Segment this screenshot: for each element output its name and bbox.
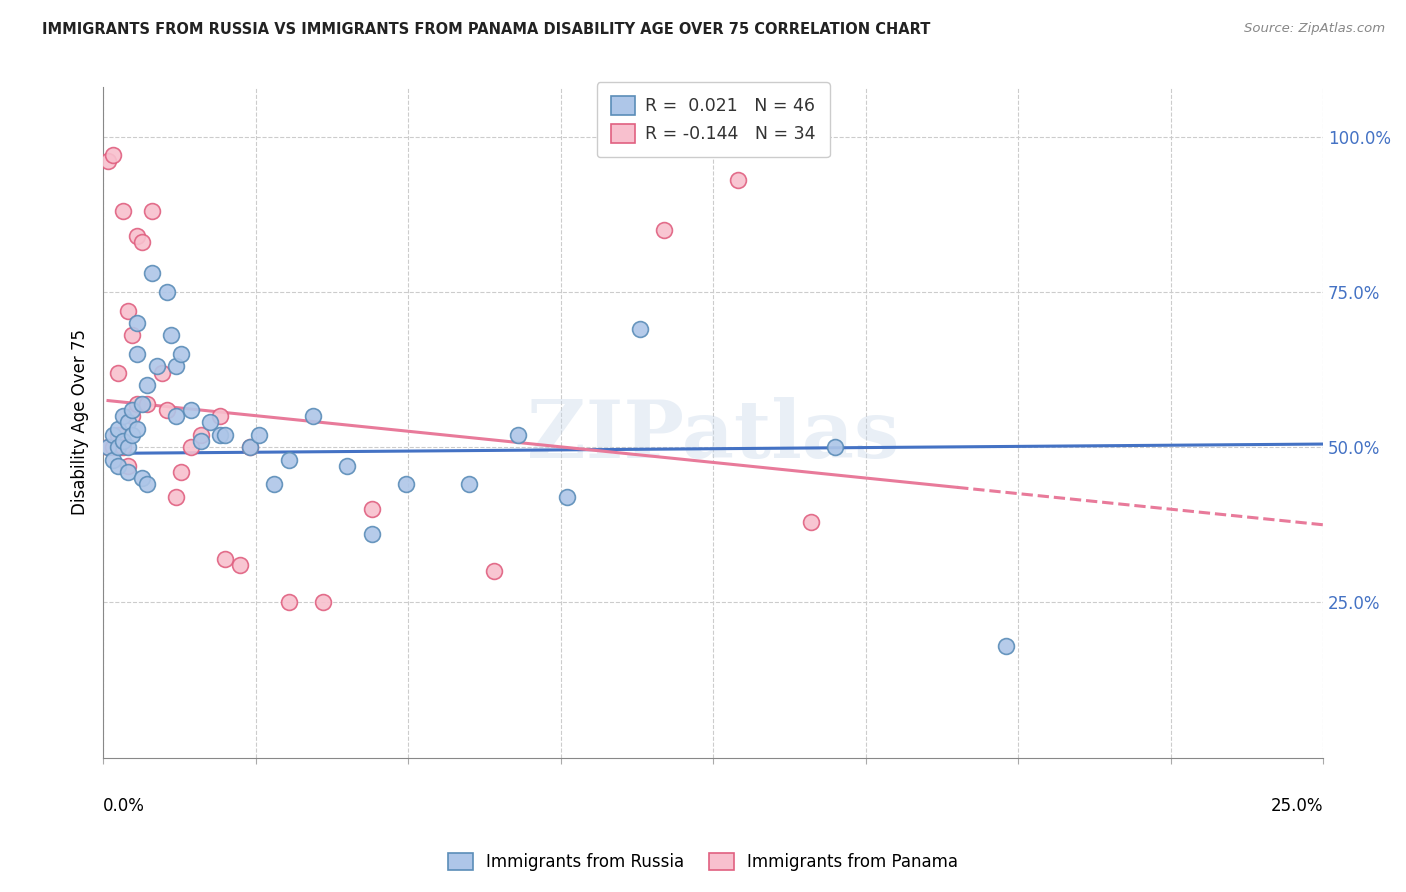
Point <box>727 173 749 187</box>
Point <box>101 452 124 467</box>
Point <box>200 415 222 429</box>
Point <box>121 427 143 442</box>
Point <box>107 440 129 454</box>
Point <box>277 595 299 609</box>
Point <box>136 378 159 392</box>
Point <box>628 322 651 336</box>
Point <box>302 409 325 423</box>
Point <box>180 403 202 417</box>
Point <box>136 397 159 411</box>
Point <box>117 303 139 318</box>
Legend: Immigrants from Russia, Immigrants from Panama: Immigrants from Russia, Immigrants from … <box>439 845 967 880</box>
Point <box>263 477 285 491</box>
Point <box>360 527 382 541</box>
Legend: R =  0.021   N = 46, R = -0.144   N = 34: R = 0.021 N = 46, R = -0.144 N = 34 <box>596 82 830 157</box>
Point <box>107 366 129 380</box>
Point <box>131 471 153 485</box>
Point <box>107 427 129 442</box>
Point <box>121 328 143 343</box>
Point <box>555 490 578 504</box>
Point <box>652 223 675 237</box>
Point <box>155 403 177 417</box>
Point <box>101 148 124 162</box>
Point <box>824 440 846 454</box>
Point <box>117 440 139 454</box>
Point <box>482 565 505 579</box>
Point <box>994 639 1017 653</box>
Point <box>229 558 252 573</box>
Text: 25.0%: 25.0% <box>1271 797 1323 814</box>
Point <box>247 427 270 442</box>
Point <box>121 409 143 423</box>
Text: Source: ZipAtlas.com: Source: ZipAtlas.com <box>1244 22 1385 36</box>
Point <box>165 359 187 374</box>
Point <box>238 440 260 454</box>
Point <box>190 427 212 442</box>
Point <box>107 458 129 473</box>
Point <box>111 204 134 219</box>
Point <box>238 440 260 454</box>
Point <box>506 427 529 442</box>
Point <box>360 502 382 516</box>
Point <box>209 409 232 423</box>
Point <box>165 490 187 504</box>
Point <box>312 595 335 609</box>
Point <box>180 440 202 454</box>
Point <box>97 440 120 454</box>
Point <box>150 366 173 380</box>
Y-axis label: Disability Age Over 75: Disability Age Over 75 <box>72 329 89 516</box>
Point <box>214 427 236 442</box>
Text: IMMIGRANTS FROM RUSSIA VS IMMIGRANTS FROM PANAMA DISABILITY AGE OVER 75 CORRELAT: IMMIGRANTS FROM RUSSIA VS IMMIGRANTS FRO… <box>42 22 931 37</box>
Point <box>111 440 134 454</box>
Text: ZIPatlas: ZIPatlas <box>527 397 900 475</box>
Point <box>127 397 149 411</box>
Point <box>170 347 193 361</box>
Point <box>97 440 120 454</box>
Point <box>127 421 149 435</box>
Point <box>190 434 212 448</box>
Point <box>107 421 129 435</box>
Point <box>160 328 183 343</box>
Point <box>277 452 299 467</box>
Point <box>127 347 149 361</box>
Point <box>141 204 163 219</box>
Point <box>155 285 177 299</box>
Point <box>117 465 139 479</box>
Point <box>146 359 169 374</box>
Point <box>121 403 143 417</box>
Point <box>165 409 187 423</box>
Point <box>214 552 236 566</box>
Point <box>141 266 163 280</box>
Point <box>117 415 139 429</box>
Point <box>111 434 134 448</box>
Point <box>458 477 481 491</box>
Point <box>395 477 418 491</box>
Point <box>97 154 120 169</box>
Point <box>209 427 232 442</box>
Point <box>101 427 124 442</box>
Point <box>800 515 823 529</box>
Point <box>336 458 359 473</box>
Point <box>101 440 124 454</box>
Point <box>131 235 153 250</box>
Point <box>117 458 139 473</box>
Point <box>136 477 159 491</box>
Point <box>131 397 153 411</box>
Point <box>127 316 149 330</box>
Point <box>111 409 134 423</box>
Point <box>170 465 193 479</box>
Text: 0.0%: 0.0% <box>103 797 145 814</box>
Point <box>127 229 149 244</box>
